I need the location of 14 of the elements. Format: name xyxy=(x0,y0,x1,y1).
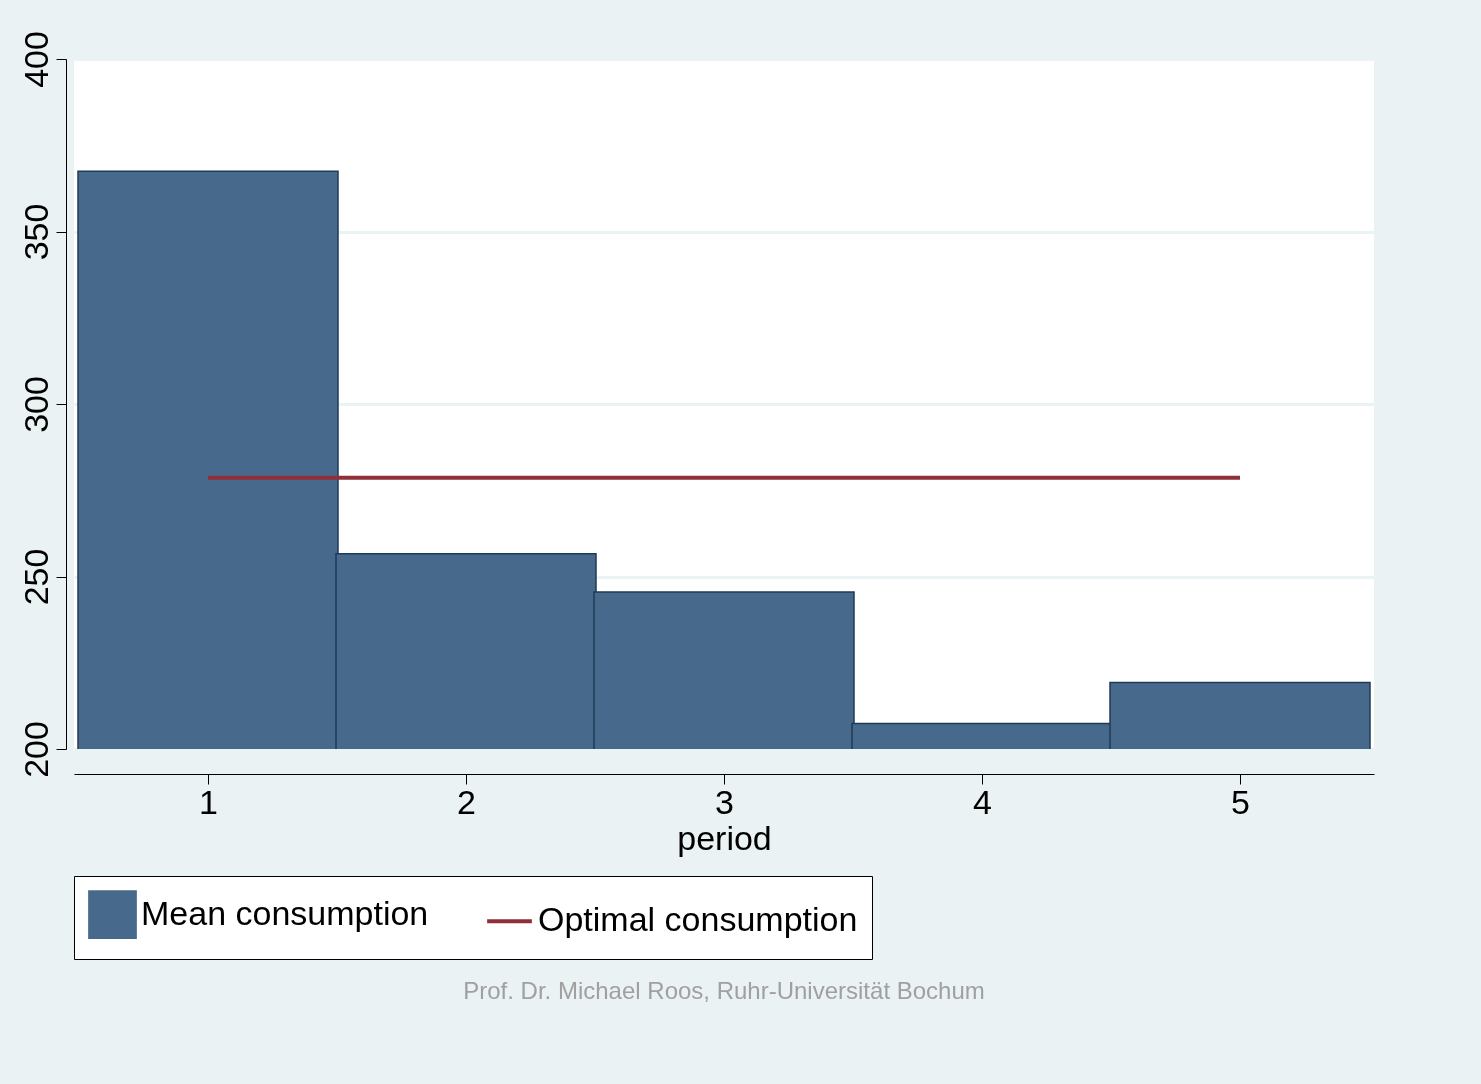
x-tick-label: 5 xyxy=(1231,782,1250,821)
y-tick-label: 350 xyxy=(16,203,55,261)
legend-label: Mean consumption xyxy=(141,893,429,932)
legend-label: Optimal consumption xyxy=(538,900,858,939)
x-tick-label: 1 xyxy=(199,782,218,821)
y-tick-label: 300 xyxy=(16,376,55,433)
text: Prof. Dr. Michael Roos, Ruhr-Universität Bochum xyxy=(463,976,985,1004)
y-tick-label: 250 xyxy=(16,548,55,606)
x-tick-label: 3 xyxy=(715,782,734,821)
x-axis-title: period xyxy=(677,818,772,857)
y-tick-label: 200 xyxy=(16,721,55,778)
x-tick-label: 4 xyxy=(973,782,992,821)
x-tick-label: 2 xyxy=(457,782,476,821)
y-tick-label: 400 xyxy=(16,31,55,88)
